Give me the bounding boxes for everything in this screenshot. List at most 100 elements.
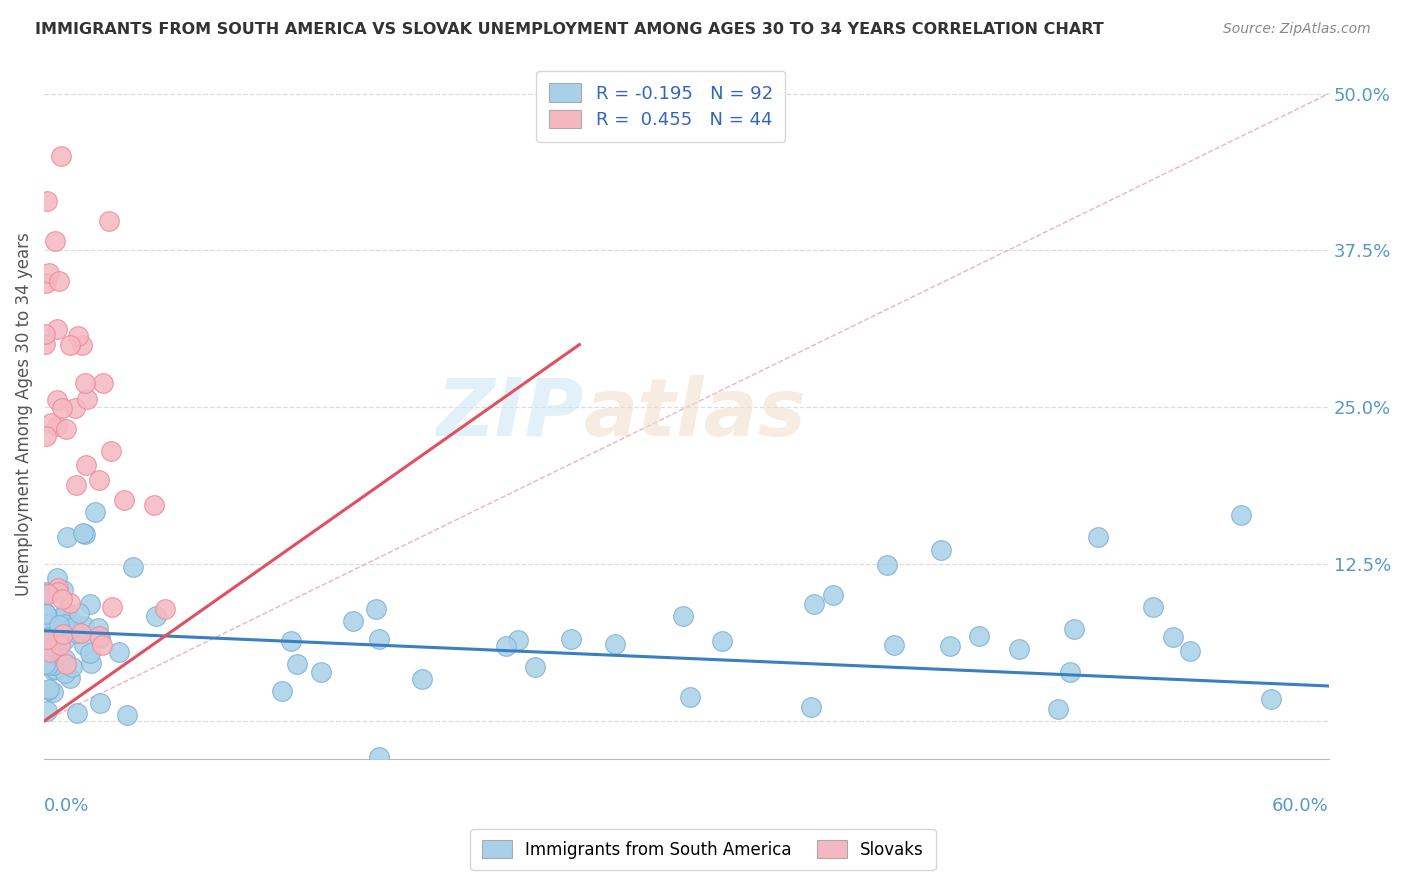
Point xyxy=(143,498,166,512)
Point xyxy=(55,422,77,436)
Point xyxy=(75,458,97,472)
Point xyxy=(411,672,433,686)
Point xyxy=(271,684,294,698)
Point xyxy=(59,596,82,610)
Point xyxy=(368,632,391,647)
Point xyxy=(67,606,90,620)
Point xyxy=(72,338,94,352)
Point xyxy=(45,393,67,408)
Point xyxy=(1087,530,1109,544)
Point xyxy=(44,234,66,248)
Point xyxy=(35,194,58,209)
Point xyxy=(285,657,308,671)
Point xyxy=(67,328,90,343)
Point xyxy=(73,376,96,391)
Point xyxy=(34,616,56,631)
Point xyxy=(1260,692,1282,706)
Point xyxy=(60,614,83,628)
Point xyxy=(63,401,86,415)
Point xyxy=(89,473,111,487)
Point xyxy=(508,633,530,648)
Legend: Immigrants from South America, Slovaks: Immigrants from South America, Slovaks xyxy=(471,829,935,871)
Point xyxy=(280,634,302,648)
Point xyxy=(342,614,364,628)
Point xyxy=(38,632,60,647)
Point xyxy=(1008,641,1031,656)
Point xyxy=(84,505,107,519)
Point xyxy=(367,750,389,764)
Point xyxy=(60,660,83,674)
Point xyxy=(35,429,58,443)
Point xyxy=(672,608,695,623)
Point xyxy=(53,652,76,666)
Point xyxy=(76,392,98,407)
Point xyxy=(79,646,101,660)
Point xyxy=(603,637,626,651)
Point xyxy=(38,584,60,599)
Point xyxy=(46,571,69,585)
Point xyxy=(66,626,89,640)
Point xyxy=(52,633,75,648)
Point xyxy=(34,654,56,668)
Point xyxy=(364,602,387,616)
Point xyxy=(41,658,63,673)
Text: 0.0%: 0.0% xyxy=(44,797,90,814)
Point xyxy=(100,444,122,458)
Point xyxy=(72,526,94,541)
Point xyxy=(53,665,76,680)
Point xyxy=(34,326,56,341)
Point xyxy=(35,585,58,599)
Point xyxy=(39,416,62,430)
Point xyxy=(46,418,69,433)
Point xyxy=(59,671,82,685)
Point xyxy=(1063,622,1085,636)
Point xyxy=(153,602,176,616)
Point xyxy=(60,623,83,637)
Point xyxy=(51,401,73,416)
Point xyxy=(51,592,73,607)
Point xyxy=(37,658,59,673)
Point xyxy=(45,321,67,335)
Point xyxy=(800,700,823,714)
Point xyxy=(121,559,143,574)
Point xyxy=(62,620,84,634)
Point xyxy=(65,478,87,492)
Point xyxy=(97,213,120,227)
Point xyxy=(821,588,844,602)
Point xyxy=(34,657,56,671)
Point xyxy=(35,607,58,622)
Text: 60.0%: 60.0% xyxy=(1272,797,1329,814)
Point xyxy=(79,598,101,612)
Point xyxy=(66,706,89,720)
Point xyxy=(876,558,898,573)
Point xyxy=(52,582,75,597)
Point xyxy=(48,274,70,288)
Point xyxy=(38,682,60,697)
Point xyxy=(38,266,60,280)
Point xyxy=(37,586,59,600)
Point xyxy=(42,632,65,646)
Point xyxy=(145,609,167,624)
Text: ZIP: ZIP xyxy=(436,375,583,452)
Point xyxy=(51,149,73,163)
Point xyxy=(929,543,952,558)
Point xyxy=(73,638,96,652)
Point xyxy=(35,626,58,640)
Point xyxy=(45,633,67,648)
Point xyxy=(37,631,59,645)
Point xyxy=(55,621,77,635)
Point xyxy=(48,631,70,645)
Point xyxy=(883,638,905,652)
Point xyxy=(1059,665,1081,679)
Point xyxy=(35,276,58,290)
Point xyxy=(69,626,91,640)
Point xyxy=(523,659,546,673)
Point xyxy=(49,638,72,652)
Point xyxy=(100,599,122,614)
Point xyxy=(87,621,110,635)
Legend: R = -0.195   N = 92, R =  0.455   N = 44: R = -0.195 N = 92, R = 0.455 N = 44 xyxy=(536,70,786,142)
Point xyxy=(42,685,65,699)
Point xyxy=(967,629,990,643)
Text: IMMIGRANTS FROM SOUTH AMERICA VS SLOVAK UNEMPLOYMENT AMONG AGES 30 TO 34 YEARS C: IMMIGRANTS FROM SOUTH AMERICA VS SLOVAK … xyxy=(35,22,1104,37)
Point xyxy=(89,696,111,710)
